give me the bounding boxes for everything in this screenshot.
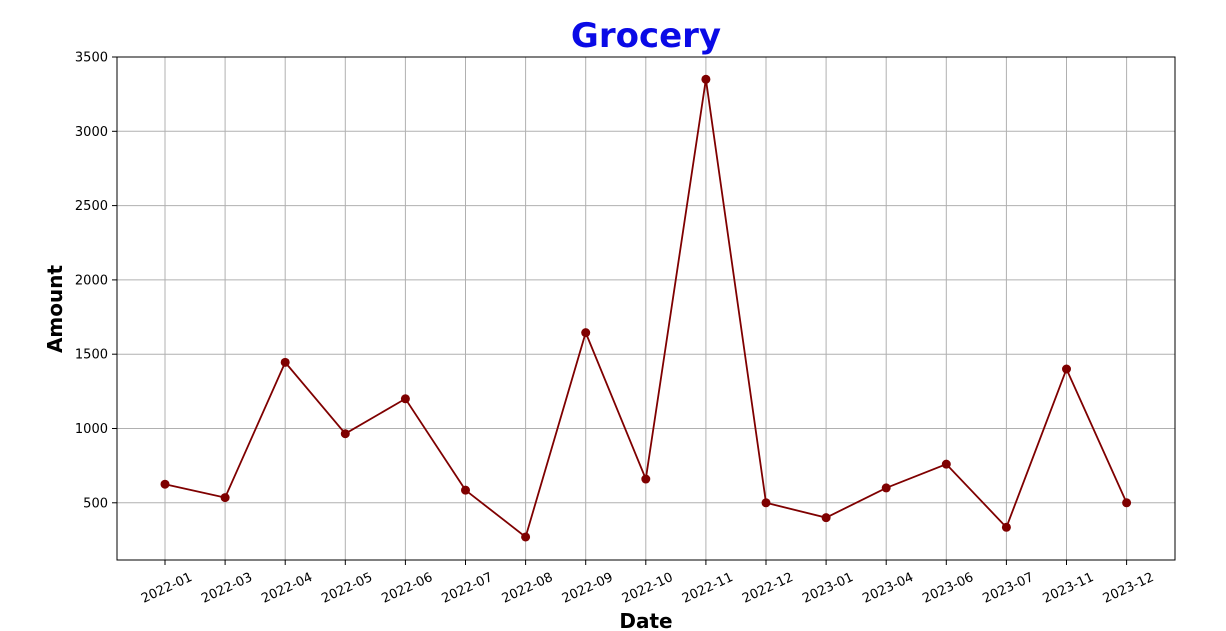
x-tick-label: 2023-12	[1101, 570, 1157, 607]
data-point	[280, 357, 290, 367]
x-tick-label: 2023-11	[1041, 570, 1097, 607]
x-tick-label: 2022-08	[500, 570, 556, 607]
y-tick-label: 3500	[75, 51, 108, 66]
y-tick-label: 3000	[75, 125, 108, 140]
x-tick-label: 2022-11	[680, 570, 736, 607]
data-point	[521, 532, 531, 542]
x-axis-label: Date	[619, 609, 672, 631]
data-point	[160, 479, 170, 489]
x-tick-label: 2023-06	[920, 570, 976, 607]
x-tick-label: 2023-07	[981, 570, 1037, 607]
y-axis-label: Amount	[43, 265, 67, 354]
x-tick-label: 2022-12	[740, 570, 796, 607]
data-point	[1122, 498, 1132, 508]
x-axis-ticks: 2022-01 2022-03 2022-04 2022-05 2022-06 2022-…	[139, 560, 1156, 607]
data-point	[821, 513, 831, 523]
x-tick-label: 2023-01	[800, 570, 856, 607]
x-tick-label: 2022-03	[199, 570, 255, 607]
x-tick-label: 2022-06	[380, 570, 436, 607]
data-point	[340, 429, 350, 439]
y-tick-label: 500	[83, 496, 108, 511]
x-tick-label: 2022-05	[319, 570, 375, 607]
chart-title: Grocery	[571, 16, 721, 56]
data-point	[941, 459, 951, 469]
data-point	[641, 474, 651, 484]
data-point	[1001, 522, 1011, 532]
x-tick-label: 2023-04	[860, 570, 916, 607]
series-grocery	[160, 74, 1132, 542]
x-tick-label: 2022-07	[440, 570, 496, 607]
y-tick-label: 2000	[75, 273, 108, 288]
grid-lines	[117, 56, 1175, 560]
y-tick-label: 1000	[75, 422, 108, 437]
x-tick-label: 2022-01	[139, 570, 195, 607]
x-tick-label: 2022-10	[620, 570, 676, 607]
y-tick-label: 1500	[75, 348, 108, 363]
data-point	[400, 394, 410, 404]
data-point	[1062, 364, 1071, 374]
x-tick-label: 2022-04	[259, 570, 315, 607]
data-point	[881, 483, 891, 493]
data-point	[461, 485, 470, 495]
data-point	[701, 74, 711, 84]
data-point	[220, 493, 230, 503]
x-tick-label: 2022-09	[560, 570, 616, 607]
plot-frame	[116, 56, 1176, 561]
y-axis-ticks: 500 1000 1500 2000 2500 3000 3500	[75, 51, 117, 511]
data-point	[761, 498, 771, 508]
data-point	[581, 328, 591, 338]
y-tick-label: 2500	[75, 199, 108, 214]
